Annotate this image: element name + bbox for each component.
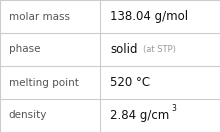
Text: solid: solid [110,43,138,56]
Text: (at STP): (at STP) [143,45,176,54]
Text: 3: 3 [171,104,176,113]
Text: molar mass: molar mass [9,11,70,22]
Text: phase: phase [9,44,40,55]
Text: 2.84 g/cm: 2.84 g/cm [110,109,169,122]
Text: 520 °C: 520 °C [110,76,150,89]
Text: melting point: melting point [9,77,79,88]
Text: 138.04 g/mol: 138.04 g/mol [110,10,188,23]
Text: density: density [9,110,47,121]
